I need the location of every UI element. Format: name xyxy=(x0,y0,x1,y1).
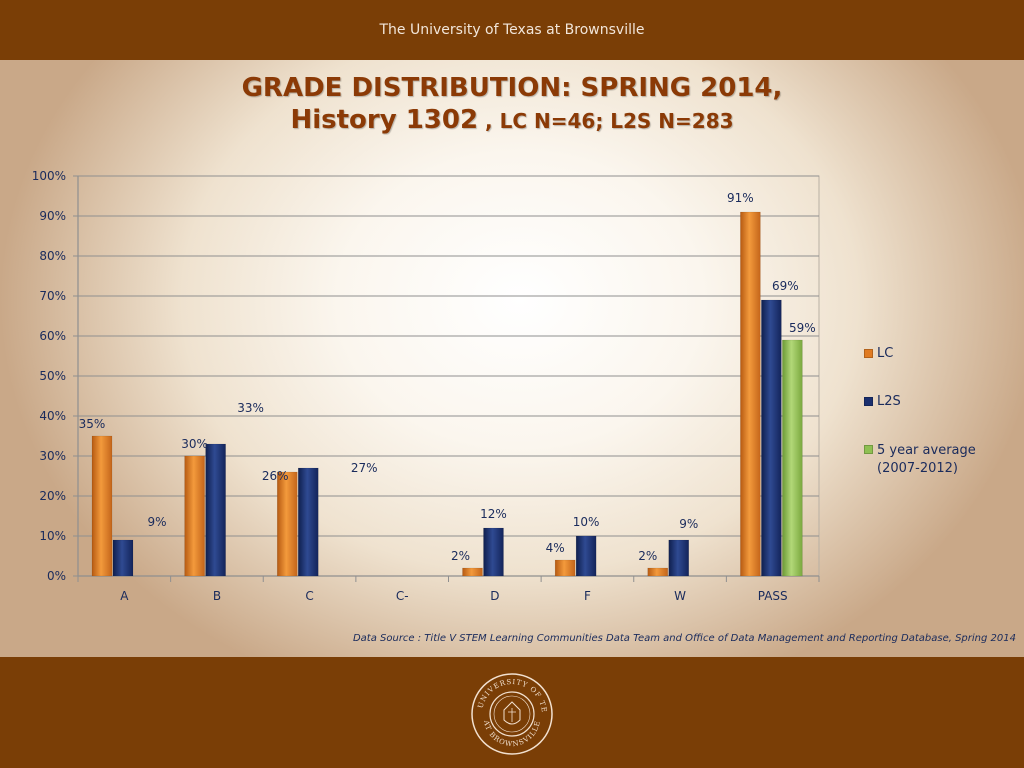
x-tick-label: PASS xyxy=(758,589,788,603)
legend-item-average: 5 year average (2007-2012) xyxy=(864,442,976,478)
data-label-lc: 30% xyxy=(181,437,208,451)
institution-name: The University of Texas at Brownsville xyxy=(379,22,645,38)
title-sample-sizes: , LC N=46; L2S N=283 xyxy=(478,109,734,133)
data-label-l2s: 9% xyxy=(147,515,166,529)
data-label-lc: 35% xyxy=(79,417,106,431)
data-label-lc: 91% xyxy=(727,191,754,205)
data-label-average: 59% xyxy=(789,321,816,335)
data-source-note: Data Source : Title V STEM Learning Comm… xyxy=(352,633,1016,644)
bar-lc xyxy=(184,455,205,577)
svg-text:AT BROWNSVILLE: AT BROWNSVILLE xyxy=(482,719,542,749)
data-label-l2s: 27% xyxy=(351,461,378,475)
legend-swatch-lc xyxy=(864,349,873,358)
data-label-l2s: 12% xyxy=(480,507,507,521)
x-tick-label: D xyxy=(490,589,499,603)
seal-bottom-text: AT BROWNSVILLE xyxy=(482,719,541,749)
x-tick-label: C xyxy=(305,589,313,603)
grade-distribution-chart: 0% 10% 20% 30% 40% 50% 60% 70% 80% 90% 100% A B C C- D F… xyxy=(32,169,820,603)
legend-item-lc: LC xyxy=(864,346,893,361)
data-label-lc: 4% xyxy=(546,541,565,555)
legend-swatch-l2s xyxy=(864,397,873,406)
x-tick-label: W xyxy=(674,589,686,603)
legend-item-l2s: L2S xyxy=(864,394,901,409)
data-label-l2s: 10% xyxy=(573,515,600,529)
x-tick-label: C- xyxy=(396,589,409,603)
bar-lc xyxy=(647,567,668,577)
bar-lc xyxy=(91,435,113,577)
y-tick-label: 70% xyxy=(39,289,66,303)
y-tick-label: 10% xyxy=(39,529,66,543)
header-bar: The University of Texas at Brownsville xyxy=(0,0,1024,60)
data-label-l2s: 69% xyxy=(772,279,799,293)
bar-lc xyxy=(277,471,298,577)
bar-l2s xyxy=(298,467,319,577)
bar-l2s xyxy=(668,539,689,577)
data-label-lc: 2% xyxy=(451,549,470,563)
bar-lc xyxy=(740,211,761,577)
title-line-2: History 1302 , LC N=46; L2S N=283 xyxy=(0,104,1024,137)
y-tick-label: 90% xyxy=(39,209,66,223)
y-tick-label: 30% xyxy=(39,449,66,463)
y-tick-label: 60% xyxy=(39,329,66,343)
data-label-lc: 26% xyxy=(262,469,289,483)
bar-l2s xyxy=(575,535,597,577)
chart-title: GRADE DISTRIBUTION: SPRING 2014, History… xyxy=(0,72,1024,137)
bar-lc xyxy=(554,559,576,577)
bar-average xyxy=(782,339,803,577)
bar-l2s xyxy=(112,539,134,577)
y-tick-label: 100% xyxy=(32,169,66,183)
x-tick-label: B xyxy=(213,589,221,603)
x-tick-label: F xyxy=(584,589,591,603)
bar-l2s xyxy=(761,299,782,577)
y-tick-label: 40% xyxy=(39,409,66,423)
y-tick-label: 20% xyxy=(39,489,66,503)
data-label-l2s: 9% xyxy=(679,517,698,531)
legend-label-l2s: L2S xyxy=(877,394,901,409)
bar-lc xyxy=(462,567,483,577)
title-line-1: GRADE DISTRIBUTION: SPRING 2014, xyxy=(241,73,783,103)
x-tick-label: A xyxy=(120,589,129,603)
y-tick-label: 0% xyxy=(47,569,66,583)
y-tick-label: 50% xyxy=(39,369,66,383)
legend-label-average-years: (2007-2012) xyxy=(877,461,959,476)
data-label-l2s: 33% xyxy=(237,401,264,415)
y-tick-label: 80% xyxy=(39,249,66,263)
legend-label-lc: LC xyxy=(877,346,894,361)
bar-l2s xyxy=(483,527,504,577)
title-course: History 1302 xyxy=(290,105,479,135)
legend-label-average: 5 year average xyxy=(877,443,976,458)
university-seal-icon: THE UNIVERSITY OF TEXAS AT BROWNSVILLE xyxy=(470,672,553,755)
bar-l2s xyxy=(205,443,226,577)
data-label-lc: 2% xyxy=(638,549,657,563)
legend-swatch-average xyxy=(864,445,873,454)
